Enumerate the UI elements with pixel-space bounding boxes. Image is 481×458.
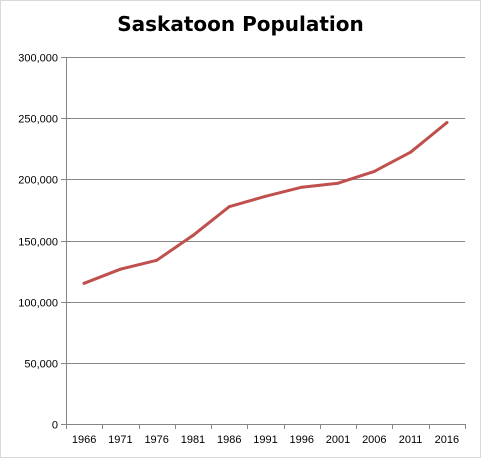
x-tick-label: 1981 <box>181 434 205 446</box>
data-point <box>118 267 122 271</box>
x-tick-label: 1971 <box>108 434 132 446</box>
y-tick-label: 250,000 <box>18 114 58 126</box>
x-tick-label: 1996 <box>290 434 314 446</box>
x-tick-label: 1966 <box>72 434 96 446</box>
y-tick-label: 0 <box>52 420 58 432</box>
series <box>82 121 449 285</box>
x-tick-label: 1976 <box>144 434 168 446</box>
y-tick-label: 200,000 <box>18 175 58 187</box>
x-tick-label: 2006 <box>362 434 386 446</box>
data-point <box>409 150 413 154</box>
data-point <box>445 121 449 125</box>
y-tick-label: 100,000 <box>18 298 58 310</box>
data-point <box>372 169 376 173</box>
x-tick-label: 2016 <box>435 434 459 446</box>
chart-title: Saskatoon Population <box>117 12 364 36</box>
data-point <box>264 194 267 198</box>
data-point <box>300 185 304 189</box>
data-point <box>155 258 159 262</box>
y-tick-label: 300,000 <box>18 53 58 65</box>
x-tick-label: 2011 <box>399 434 423 446</box>
tick-labels: 0 50,000 100,000 150,000 200,000 250,000 300,0… <box>18 53 459 447</box>
x-tick-label: 1991 <box>253 434 277 446</box>
series-line <box>82 121 449 285</box>
x-tick-label: 2001 <box>326 434 350 446</box>
y-tick-label: 150,000 <box>18 237 58 249</box>
gridlines <box>66 57 465 364</box>
data-point <box>336 181 340 185</box>
data-point <box>82 281 86 285</box>
x-tick-label: 1986 <box>217 434 241 446</box>
axes <box>61 57 466 429</box>
data-point <box>227 205 231 209</box>
y-tick-label: 50,000 <box>24 359 58 371</box>
data-point <box>191 233 195 237</box>
